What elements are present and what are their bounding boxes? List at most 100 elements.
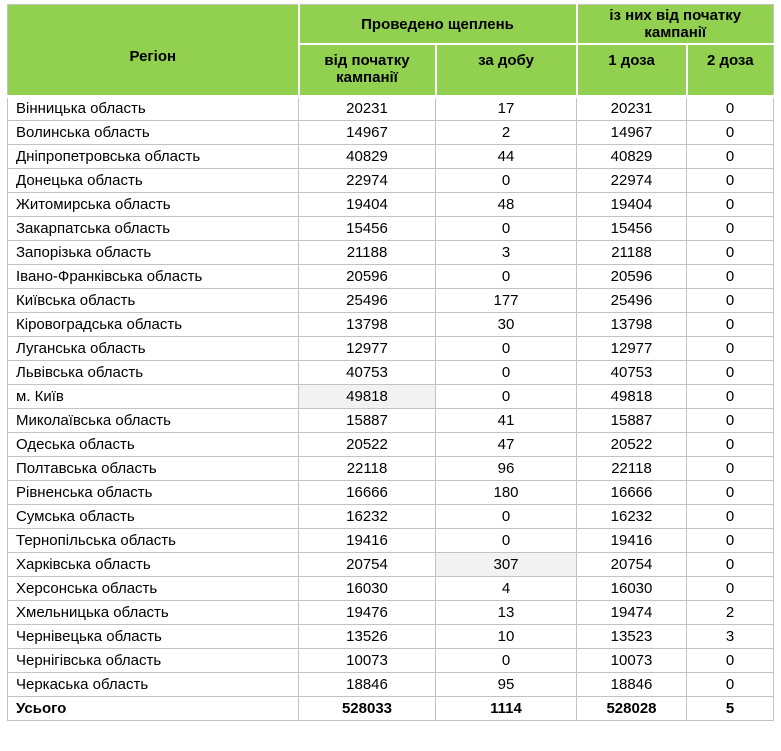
value-cell: 16232 xyxy=(298,503,436,529)
region-name-cell: Львівська область xyxy=(7,359,299,385)
value-cell: 22974 xyxy=(576,167,687,193)
col-header-since-start: від початку кампанії xyxy=(297,43,437,98)
header-row-groups: Регіон Проведено щеплень із них від поча… xyxy=(7,4,774,98)
value-cell: 41 xyxy=(435,407,577,433)
value-cell: 40753 xyxy=(298,359,436,385)
value-cell: 40829 xyxy=(298,143,436,169)
value-cell: 17 xyxy=(435,95,577,121)
value-cell: 307 xyxy=(435,551,577,577)
value-cell: 20522 xyxy=(576,431,687,457)
region-name-cell: Луганська область xyxy=(7,335,299,361)
value-cell: 20596 xyxy=(576,263,687,289)
value-cell: 0 xyxy=(686,407,774,433)
value-cell: 0 xyxy=(435,359,577,385)
table-row: Черкаська область 18846 95 18846 0 xyxy=(7,671,774,697)
value-cell: 180 xyxy=(435,479,577,505)
value-cell: 21188 xyxy=(576,239,687,265)
region-name-cell: м. Київ xyxy=(7,383,299,409)
value-cell: 0 xyxy=(686,647,774,673)
value-cell: 528028 xyxy=(576,695,687,721)
value-cell: 0 xyxy=(686,671,774,697)
value-cell: 0 xyxy=(686,311,774,337)
value-cell: 14967 xyxy=(576,119,687,145)
table-row: Херсонська область 16030 4 16030 0 xyxy=(7,575,774,601)
value-cell: 22974 xyxy=(298,167,436,193)
total-row: Усього 528033 1114 528028 5 xyxy=(7,695,774,721)
value-cell: 13523 xyxy=(576,623,687,649)
col-group-performed-vaccinations: Проведено щеплень xyxy=(297,4,578,45)
value-cell: 0 xyxy=(686,527,774,553)
table-row: Харківська область 20754 307 20754 0 xyxy=(7,551,774,577)
region-name-cell: Полтавська область xyxy=(7,455,299,481)
value-cell: 44 xyxy=(435,143,577,169)
value-cell: 0 xyxy=(686,575,774,601)
value-cell: 19476 xyxy=(298,599,436,625)
table-row: Чернігівська область 10073 0 10073 0 xyxy=(7,647,774,673)
col-group-since-campaign-start: із них від початку кампанії xyxy=(575,4,774,45)
col-header-region: Регіон xyxy=(7,4,300,98)
value-cell: 1114 xyxy=(435,695,577,721)
value-cell: 16666 xyxy=(576,479,687,505)
value-cell: 0 xyxy=(686,335,774,361)
value-cell: 14967 xyxy=(298,119,436,145)
value-cell: 16030 xyxy=(298,575,436,601)
value-cell: 48 xyxy=(435,191,577,217)
region-name-cell: Чернівецька область xyxy=(7,623,299,649)
value-cell: 0 xyxy=(686,359,774,385)
value-cell: 528033 xyxy=(298,695,436,721)
col-header-dose1: 1 доза xyxy=(575,43,688,98)
value-cell: 47 xyxy=(435,431,577,457)
value-cell: 13 xyxy=(435,599,577,625)
table-row: Луганська область 12977 0 12977 0 xyxy=(7,335,774,361)
value-cell: 19404 xyxy=(298,191,436,217)
value-cell: 49818 xyxy=(298,383,436,409)
value-cell: 19474 xyxy=(576,599,687,625)
table-row: Івано-Франківська область 20596 0 20596 0 xyxy=(7,263,774,289)
region-name-cell: Житомирська область xyxy=(7,191,299,217)
value-cell: 18846 xyxy=(576,671,687,697)
value-cell: 5 xyxy=(686,695,774,721)
header-row-subcolumns: від початку кампанії за добу 1 доза 2 до… xyxy=(8,43,774,98)
table-footer: Усього 528033 1114 528028 5 xyxy=(7,695,774,721)
value-cell: 0 xyxy=(686,479,774,505)
value-cell: 13526 xyxy=(298,623,436,649)
region-name-cell: Тернопільська область xyxy=(7,527,299,553)
value-cell: 18846 xyxy=(298,671,436,697)
region-name-cell: Миколаївська область xyxy=(7,407,299,433)
value-cell: 12977 xyxy=(576,335,687,361)
value-cell: 2 xyxy=(435,119,577,145)
region-name-cell: Закарпатська область xyxy=(7,215,299,241)
value-cell: 19416 xyxy=(298,527,436,553)
table-row: Миколаївська область 15887 41 15887 0 xyxy=(7,407,774,433)
region-name-cell: Київська область xyxy=(7,287,299,313)
value-cell: 20522 xyxy=(298,431,436,457)
value-cell: 0 xyxy=(686,551,774,577)
value-cell: 0 xyxy=(686,383,774,409)
table-row: Київська область 25496 177 25496 0 xyxy=(7,287,774,313)
value-cell: 15456 xyxy=(576,215,687,241)
region-name-cell: Черкаська область xyxy=(7,671,299,697)
value-cell: 15887 xyxy=(298,407,436,433)
col-header-per-day: за добу xyxy=(434,43,578,98)
value-cell: 0 xyxy=(435,503,577,529)
value-cell: 20596 xyxy=(298,263,436,289)
table-row: Кіровоградська область 13798 30 13798 0 xyxy=(7,311,774,337)
region-name-cell: Донецька область xyxy=(7,167,299,193)
value-cell: 40753 xyxy=(576,359,687,385)
region-name-cell: Чернігівська область xyxy=(7,647,299,673)
value-cell: 22118 xyxy=(576,455,687,481)
region-name-cell: Запорізька область xyxy=(7,239,299,265)
table-row: Житомирська область 19404 48 19404 0 xyxy=(7,191,774,217)
value-cell: 0 xyxy=(686,119,774,145)
table-row: Запорізька область 21188 3 21188 0 xyxy=(7,239,774,265)
table-row: Тернопільська область 19416 0 19416 0 xyxy=(7,527,774,553)
value-cell: 20754 xyxy=(576,551,687,577)
region-name-cell: Кіровоградська область xyxy=(7,311,299,337)
value-cell: 10073 xyxy=(576,647,687,673)
value-cell: 0 xyxy=(435,335,577,361)
value-cell: 10073 xyxy=(298,647,436,673)
region-name-cell: Сумська область xyxy=(7,503,299,529)
value-cell: 15456 xyxy=(298,215,436,241)
value-cell: 0 xyxy=(686,215,774,241)
